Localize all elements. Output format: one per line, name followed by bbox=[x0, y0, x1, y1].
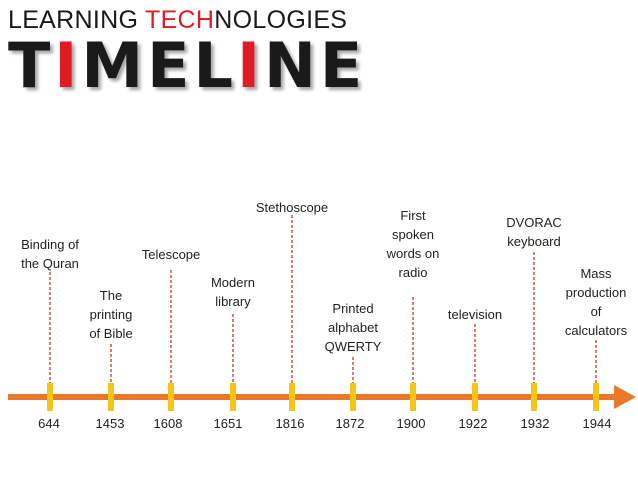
year-label: 1932 bbox=[520, 416, 550, 431]
event-label: First spoken words on radio bbox=[386, 208, 440, 280]
event-label: Binding of the Quran bbox=[21, 237, 79, 271]
timeline-tick bbox=[593, 383, 599, 411]
tick-marks bbox=[47, 383, 599, 411]
subtitle-part-1: LEARNING bbox=[8, 6, 146, 34]
title-letter: I bbox=[236, 29, 265, 102]
event-label: Printed alphabet QWERTY bbox=[324, 301, 382, 354]
subtitle: LEARNING TECHNOLOGIES bbox=[8, 6, 366, 34]
timeline-tick bbox=[230, 383, 236, 411]
title-letter: M bbox=[81, 29, 148, 102]
event-label: Modern library bbox=[210, 275, 256, 309]
event-label: The printing of Bible bbox=[89, 288, 133, 341]
subtitle-part-accent: TECH bbox=[145, 6, 215, 34]
timeline-tick bbox=[531, 383, 537, 411]
header: LEARNING TECHNOLOGIES TIMELINE bbox=[8, 6, 366, 98]
timeline-tick bbox=[47, 383, 53, 411]
timeline-arrowhead bbox=[614, 385, 636, 409]
event-label: DVORAC keyboard bbox=[506, 215, 562, 249]
title-letter: N bbox=[264, 29, 320, 102]
timeline-tick bbox=[289, 383, 295, 411]
timeline-tick bbox=[472, 383, 478, 411]
year-label: 1944 bbox=[582, 416, 612, 431]
title-letter: T bbox=[8, 29, 55, 102]
year-label: 1900 bbox=[396, 416, 426, 431]
year-label: 1922 bbox=[458, 416, 488, 431]
page-title: TIMELINE bbox=[8, 34, 366, 98]
title-letter: E bbox=[147, 29, 194, 102]
event-label: Stethoscope bbox=[255, 200, 329, 215]
year-label: 644 bbox=[38, 416, 60, 431]
event-label: Mass production of calculators bbox=[564, 266, 628, 338]
year-label: 1872 bbox=[335, 416, 365, 431]
event-label: television bbox=[447, 307, 503, 322]
timeline-tick bbox=[168, 383, 174, 411]
title-letter: L bbox=[193, 29, 237, 102]
timeline-tick bbox=[108, 383, 114, 411]
timeline-tick bbox=[350, 383, 356, 411]
year-label: 1453 bbox=[95, 416, 125, 431]
title-letter: E bbox=[319, 29, 367, 102]
year-label: 1651 bbox=[213, 416, 243, 431]
year-label: 1608 bbox=[153, 416, 183, 431]
year-label: 1816 bbox=[275, 416, 305, 431]
title-letter: I bbox=[54, 29, 82, 102]
timeline-tick bbox=[410, 383, 416, 411]
event-label: Telescope bbox=[141, 247, 201, 262]
subtitle-part-3: NOLOGIES bbox=[214, 6, 348, 34]
